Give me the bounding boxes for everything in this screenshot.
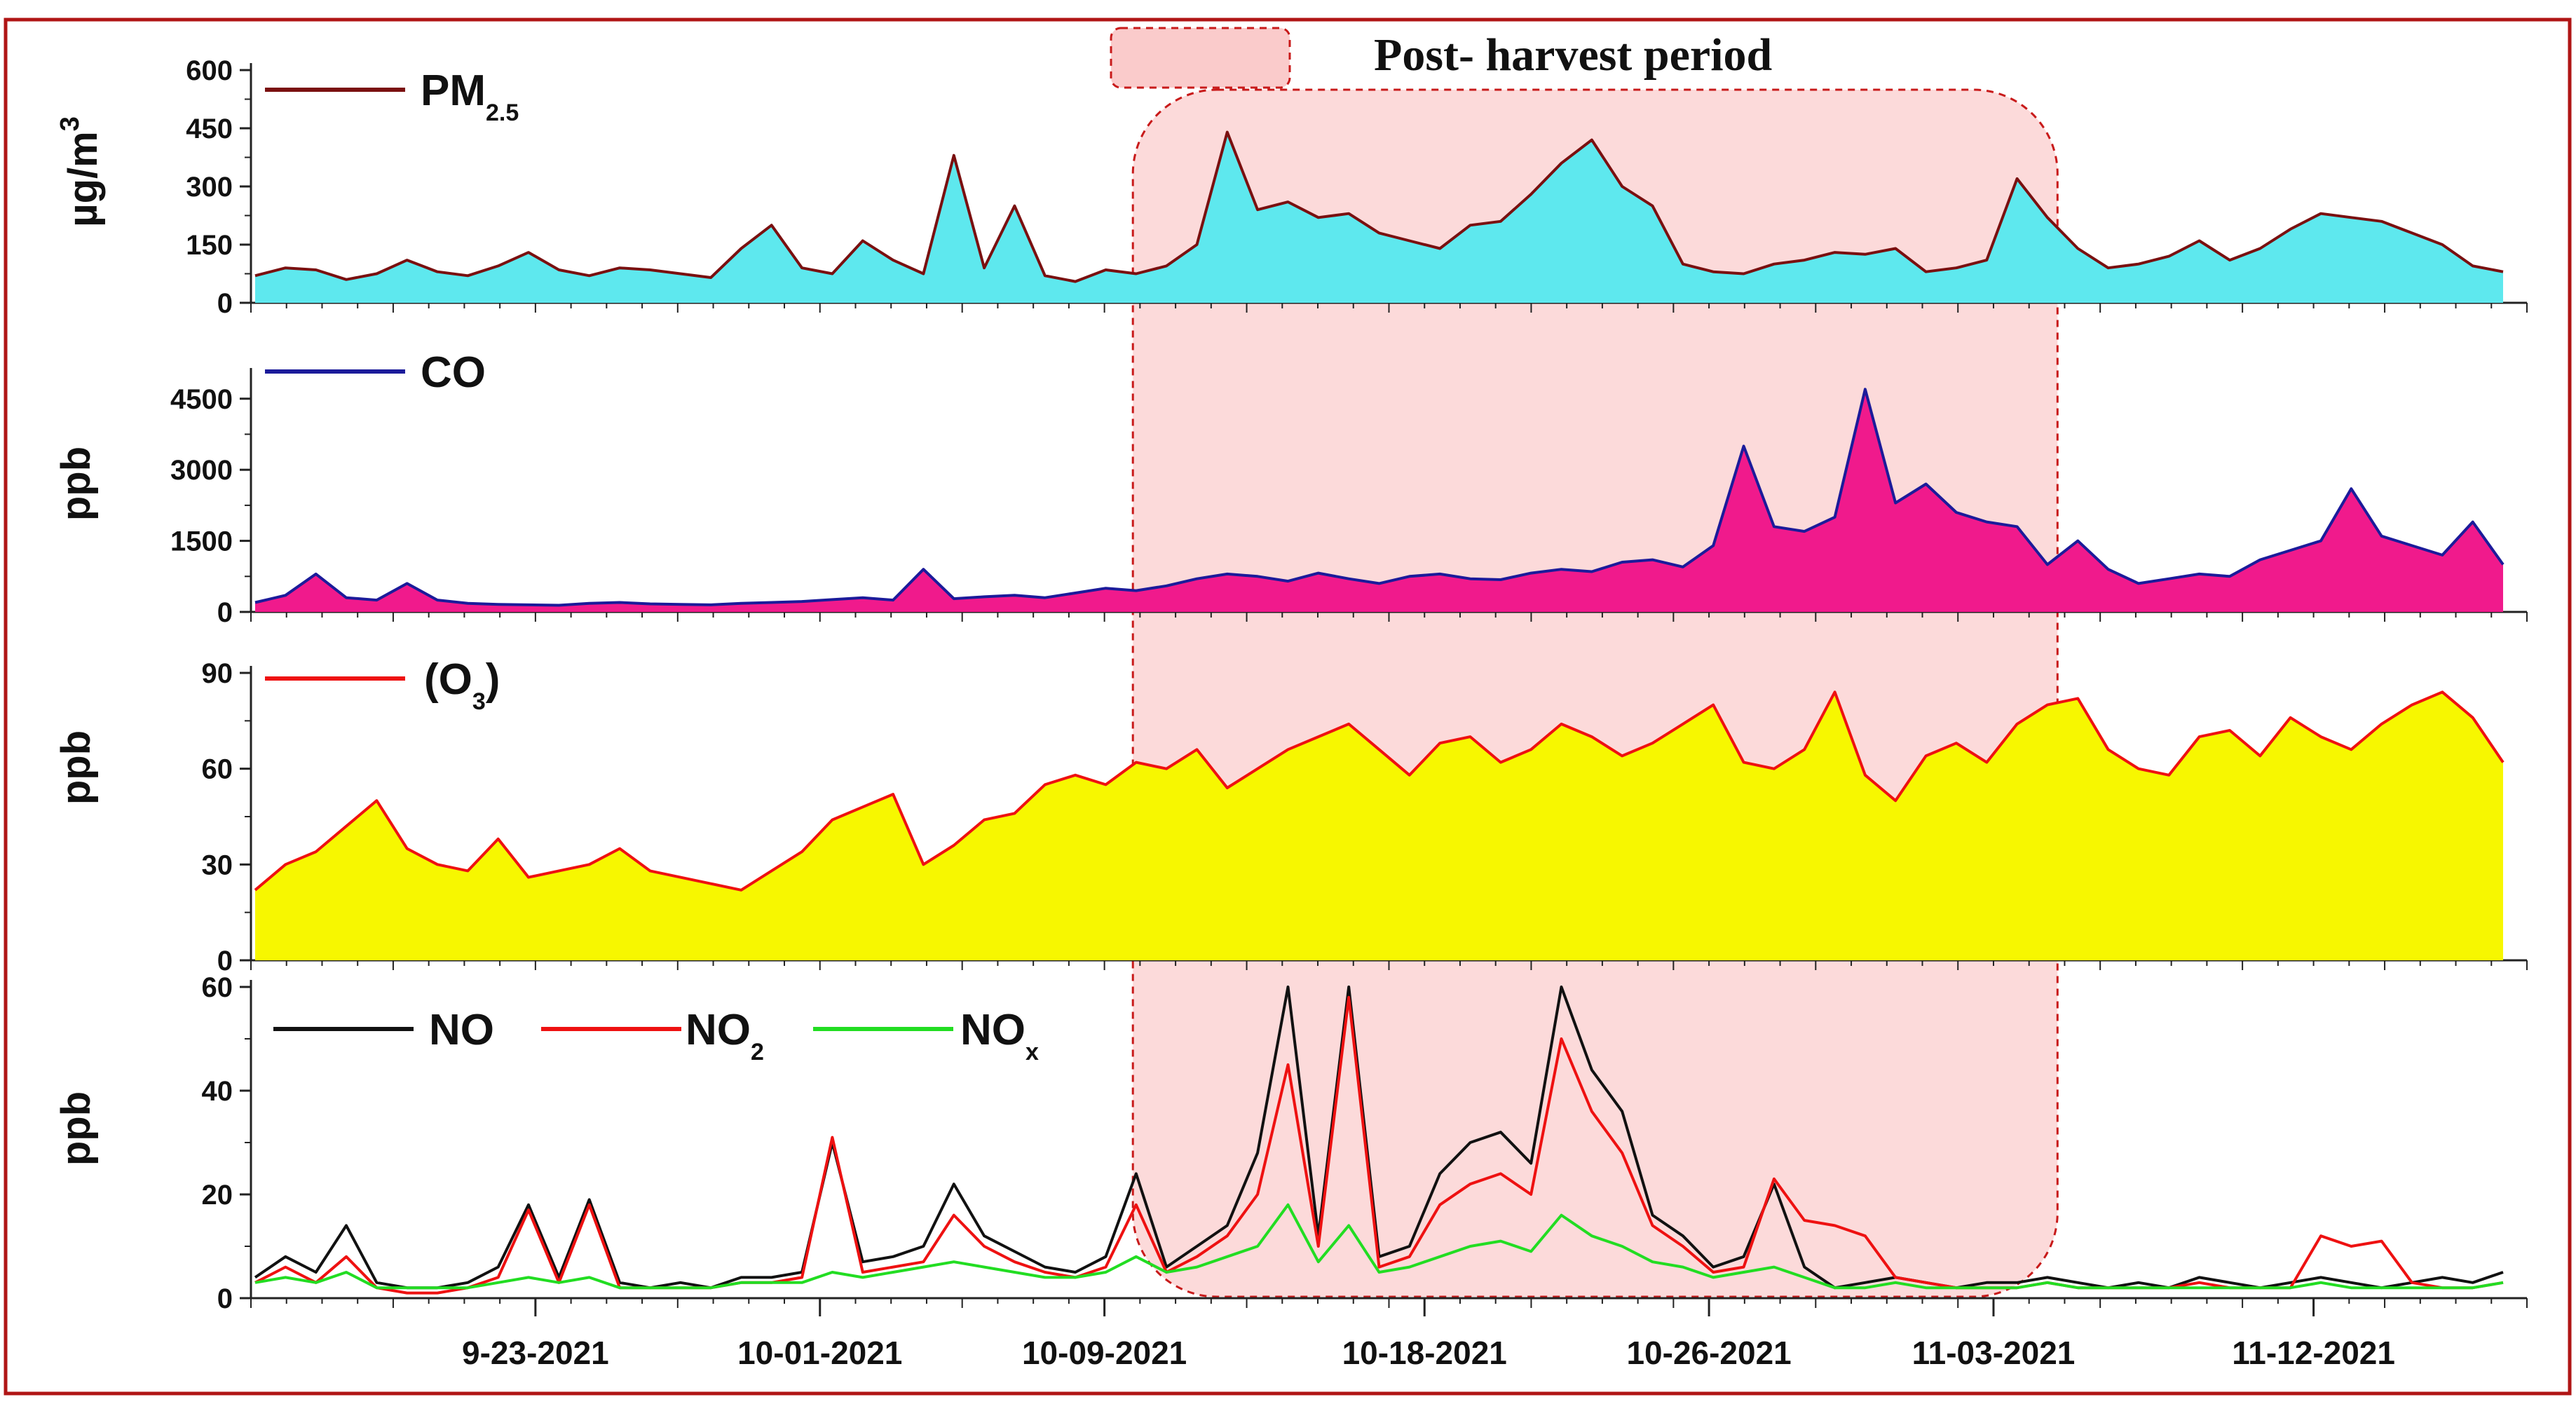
x-axis-tick-label: 10-01-2021: [737, 1335, 902, 1371]
nox-y-tick-label: 40: [202, 1076, 233, 1107]
post-harvest-shaded-region: [1131, 88, 2059, 1298]
legend-label-no: NO: [429, 1006, 494, 1054]
legend-label-nox: NOx: [960, 1006, 1039, 1065]
x-axis-tick-label: 10-09-2021: [1022, 1335, 1187, 1371]
post-harvest-legend-swatch: [1110, 27, 1291, 89]
legend-label-pm25: PM2.5: [421, 67, 519, 126]
pm25-y-tick-label: 600: [186, 55, 233, 86]
o3-y-tick-label: 30: [202, 850, 233, 880]
nox-y-tick-label: 60: [202, 972, 233, 1003]
nox-panel: ppb NO NO2 NOx 60 40 20 0: [53, 972, 2528, 1314]
co-y-tick-label: 1500: [170, 526, 233, 557]
x-axis-tick-label: 10-26-2021: [1626, 1335, 1791, 1371]
legend-label-o3: (O3): [424, 655, 500, 715]
pm25-y-tick-label: 300: [186, 172, 233, 203]
o3-y-axis-label: ppb: [53, 730, 99, 805]
pm25-series-area: [255, 132, 2503, 303]
o3-panel: ppb (O3) 90 60 30 0: [53, 655, 2528, 976]
pm25-panel: µg/m3 PM2.5 600 450 300 150 0: [55, 55, 2528, 319]
o3-series-area: [255, 692, 2503, 960]
pm25-y-tick-label: 150: [186, 230, 233, 261]
nox-y-axis-label: ppb: [53, 1091, 99, 1166]
o3-y-tick-label: 60: [202, 754, 233, 785]
legend-label-co: CO: [421, 348, 486, 397]
co-y-tick-label: 0: [217, 597, 233, 628]
figure-border: [4, 18, 2572, 1396]
legend-label-no2: NO2: [686, 1006, 764, 1065]
x-axis-tick-label: 10-18-2021: [1342, 1335, 1507, 1371]
co-y-axis-label: ppb: [53, 447, 99, 521]
pm25-y-tick-label: 0: [217, 288, 233, 319]
x-axis-tick-label: 11-12-2021: [2232, 1335, 2395, 1371]
o3-y-tick-label: 90: [202, 658, 233, 689]
pm25-y-axis-label: µg/m3: [55, 116, 106, 227]
x-axis-tick-label: 9-23-2021: [462, 1335, 609, 1371]
nox-y-tick-label: 0: [217, 1283, 233, 1314]
co-panel: ppb CO 4500 3000 1500 0: [53, 348, 2528, 628]
x-axis-tick-label: 11-03-2021: [1912, 1335, 2076, 1371]
nox-y-tick-label: 20: [202, 1180, 233, 1211]
pm25-y-tick-label: 450: [186, 114, 233, 144]
nox-series-line-2: [254, 1203, 2504, 1290]
o3-series-line-0: [254, 690, 2505, 892]
o3-y-tick-label: 0: [217, 946, 233, 976]
x-axis: 9-23-2021 10-01-2021 10-09-2021 10-18-2021 1…: [462, 1298, 2395, 1371]
pm25-series-line-0: [254, 130, 2504, 283]
co-series-area: [255, 389, 2503, 612]
co-y-tick-label: 4500: [170, 384, 233, 415]
post-harvest-legend-label: Post- harvest period: [1374, 29, 1772, 81]
co-y-tick-label: 3000: [170, 455, 233, 486]
co-series-line-0: [254, 388, 2505, 607]
